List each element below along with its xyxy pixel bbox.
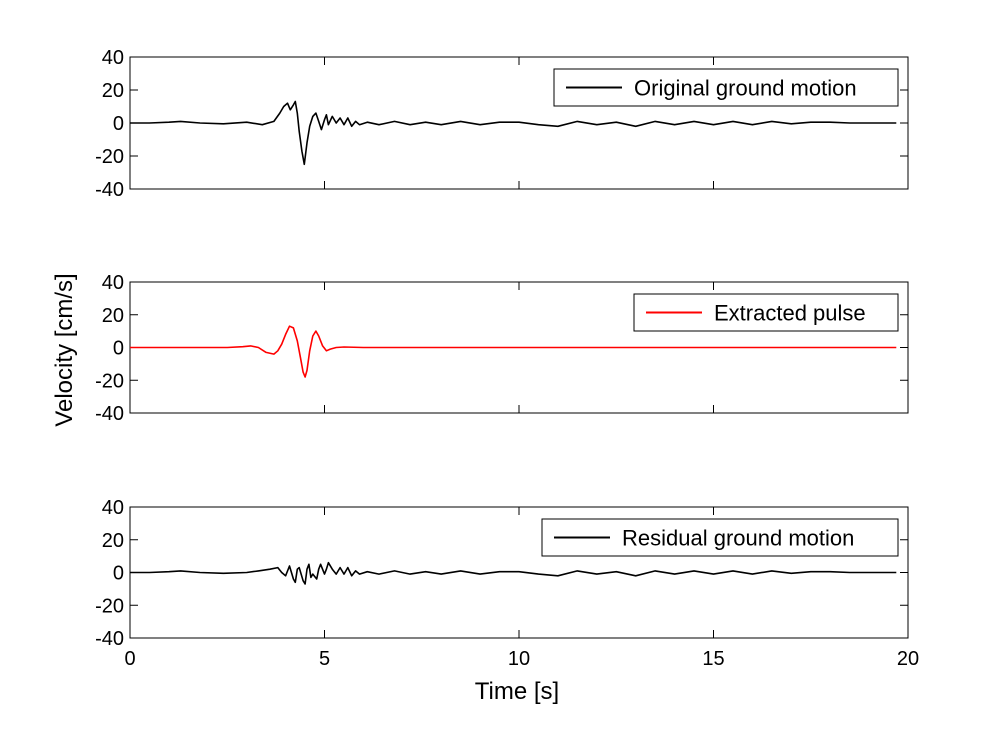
- y-tick-label: -20: [95, 595, 124, 617]
- y-tick-label: 20: [102, 80, 124, 102]
- y-tick-label: -40: [95, 628, 124, 650]
- y-tick-label: -40: [95, 179, 124, 201]
- x-tick-label: 20: [897, 648, 919, 670]
- y-tick-label: 40: [102, 497, 124, 519]
- legend-label: Original ground motion: [634, 76, 857, 101]
- x-axis-label: Time [s]: [475, 678, 559, 705]
- y-axis-label: Velocity [cm/s]: [51, 273, 78, 426]
- x-tick-label: 5: [319, 648, 330, 670]
- y-tick-label: -20: [95, 370, 124, 392]
- series-line: [130, 100, 897, 166]
- legend: Extracted pulse: [633, 293, 899, 332]
- series-line: [130, 325, 897, 378]
- legend-label: Residual ground motion: [622, 526, 854, 551]
- x-tick-label: 0: [124, 648, 135, 670]
- legend: Residual ground motion: [541, 518, 899, 557]
- panel-1: 40 20 0 -20 -40 Original ground motion: [95, 47, 909, 201]
- y-tick-label: 20: [102, 530, 124, 552]
- y-tick-label: -20: [95, 146, 124, 168]
- panel-2: 40 20 0 -20 -40 Extracted pulse: [95, 272, 909, 425]
- series-line: [130, 561, 897, 585]
- y-tick-label: -40: [95, 403, 124, 425]
- x-tick-label: 10: [508, 648, 530, 670]
- legend: Original ground motion: [553, 68, 899, 107]
- y-tick-label: 40: [102, 272, 124, 294]
- x-tick-label: 15: [702, 648, 724, 670]
- y-tick-label: 40: [102, 47, 124, 69]
- y-tick-label: 0: [113, 563, 124, 585]
- y-tick-label: 0: [113, 338, 124, 360]
- legend-label: Extracted pulse: [714, 301, 866, 326]
- y-tick-label: 0: [113, 113, 124, 135]
- y-tick-label: 20: [102, 305, 124, 327]
